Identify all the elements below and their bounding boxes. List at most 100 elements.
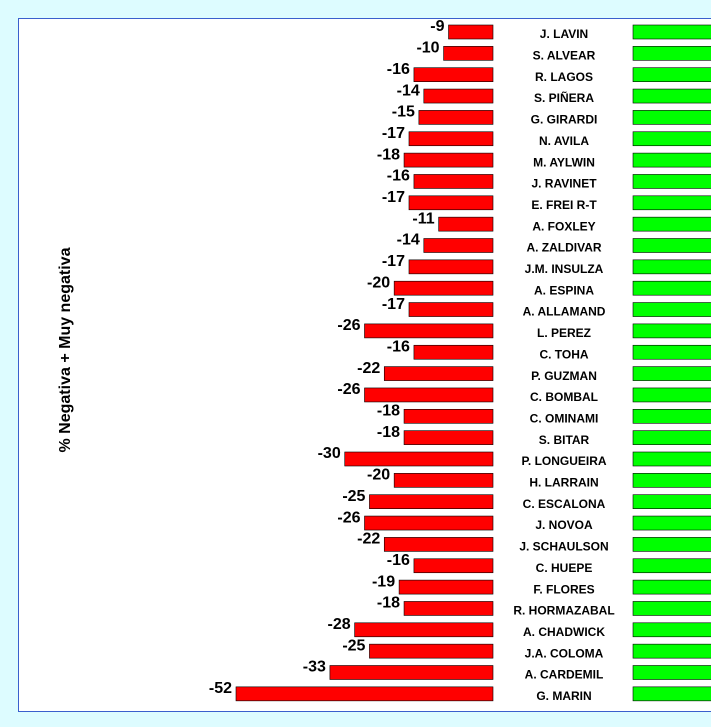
category-label: J. RAVINET bbox=[531, 177, 597, 191]
bar bbox=[418, 110, 494, 125]
positive-bar-cropped bbox=[632, 280, 711, 296]
positive-bar-cropped bbox=[632, 643, 711, 659]
bar bbox=[413, 174, 494, 189]
category-label: C. OMINAMI bbox=[530, 411, 599, 425]
value-label: -17 bbox=[382, 125, 405, 142]
category-label: P. LONGUEIRA bbox=[521, 454, 606, 468]
value-label: -28 bbox=[327, 616, 350, 633]
category-label: C. HUEPE bbox=[536, 561, 593, 575]
positive-bar-cropped bbox=[632, 67, 711, 82]
positive-bar-cropped bbox=[632, 238, 711, 253]
bar bbox=[423, 238, 494, 253]
value-label: -16 bbox=[387, 168, 410, 185]
category-label: R. HORMAZABAL bbox=[513, 604, 614, 618]
value-label: -25 bbox=[342, 637, 365, 654]
category-label: G. MARIN bbox=[536, 689, 591, 703]
value-label: -18 bbox=[377, 595, 400, 612]
category-label: J. LAVIN bbox=[540, 27, 588, 41]
category-label: A. ZALDIVAR bbox=[526, 241, 601, 255]
positive-bar-cropped bbox=[632, 408, 711, 424]
y-axis-label: % Negativa + Muy negativa bbox=[57, 247, 74, 452]
positive-bar-cropped bbox=[632, 451, 711, 467]
bar bbox=[403, 152, 494, 168]
positive-bar-cropped bbox=[632, 344, 711, 360]
bar bbox=[235, 686, 494, 702]
category-label: J. NOVOA bbox=[535, 518, 593, 532]
bar bbox=[393, 473, 494, 488]
bar bbox=[403, 408, 494, 424]
category-label: C. ESCALONA bbox=[523, 497, 606, 511]
bar bbox=[443, 46, 494, 61]
bar bbox=[364, 323, 494, 339]
value-label: -25 bbox=[342, 488, 365, 505]
bar bbox=[408, 131, 494, 147]
value-label: -14 bbox=[397, 82, 420, 99]
positive-bar-cropped bbox=[632, 152, 711, 168]
bar bbox=[369, 643, 494, 659]
bar bbox=[369, 494, 494, 510]
value-label: -11 bbox=[412, 210, 434, 227]
positive-bar-cropped bbox=[632, 622, 711, 638]
value-label: -9 bbox=[430, 18, 444, 35]
positive-bar-cropped bbox=[632, 494, 711, 510]
positive-bar-cropped bbox=[632, 323, 711, 339]
plot-panel bbox=[18, 18, 711, 712]
positive-bar-cropped bbox=[632, 558, 711, 574]
value-label: -26 bbox=[337, 381, 360, 398]
value-label: -18 bbox=[377, 424, 400, 441]
value-label: -20 bbox=[367, 274, 390, 291]
positive-bar-cropped bbox=[632, 216, 711, 232]
bar bbox=[403, 601, 494, 616]
value-label: -22 bbox=[357, 360, 380, 377]
value-label: -18 bbox=[377, 146, 400, 163]
bar bbox=[408, 302, 494, 317]
positive-bar-cropped bbox=[632, 131, 711, 147]
positive-bar-cropped bbox=[632, 665, 711, 680]
category-label: S. PIÑERA bbox=[534, 90, 594, 105]
positive-bar-cropped bbox=[632, 302, 711, 317]
bar bbox=[364, 387, 494, 403]
positive-bar-cropped bbox=[632, 515, 711, 531]
value-label: -19 bbox=[372, 573, 395, 590]
bar bbox=[393, 280, 494, 296]
value-label: -26 bbox=[337, 509, 360, 526]
category-label: F. FLORES bbox=[533, 582, 594, 596]
category-label: R. LAGOS bbox=[535, 70, 593, 84]
category-label: S. BITAR bbox=[539, 433, 590, 447]
bar bbox=[413, 344, 494, 360]
bar bbox=[354, 622, 494, 638]
positive-bar-cropped bbox=[632, 430, 711, 445]
positive-bar-cropped bbox=[632, 387, 711, 403]
bar bbox=[438, 216, 494, 232]
value-label: -26 bbox=[337, 317, 360, 334]
category-label: J.M. INSULZA bbox=[525, 262, 604, 276]
category-label: L. PEREZ bbox=[537, 326, 591, 340]
value-label: -10 bbox=[416, 40, 439, 57]
value-label: -17 bbox=[382, 296, 405, 313]
value-label: -20 bbox=[367, 467, 390, 484]
category-label: P. GUZMAN bbox=[531, 369, 597, 383]
category-label: A. ESPINA bbox=[534, 283, 594, 297]
category-label: A. CHADWICK bbox=[523, 625, 605, 639]
bar bbox=[398, 579, 494, 595]
category-label: N. AVILA bbox=[539, 134, 589, 148]
bar bbox=[413, 67, 494, 82]
category-label: J.A. COLOMA bbox=[525, 646, 604, 660]
category-label: E. FREI R-T bbox=[531, 198, 597, 212]
bar bbox=[408, 195, 494, 211]
bar bbox=[403, 430, 494, 445]
value-label: -18 bbox=[377, 403, 400, 420]
positive-bar-cropped bbox=[632, 195, 711, 211]
bar bbox=[413, 558, 494, 574]
positive-bar-cropped bbox=[632, 174, 711, 189]
positive-bar-cropped bbox=[632, 366, 711, 381]
category-label: A. FOXLEY bbox=[532, 219, 595, 233]
value-label: -15 bbox=[392, 104, 415, 121]
positive-bar-cropped bbox=[632, 88, 711, 104]
value-label: -30 bbox=[318, 445, 341, 462]
category-label: C. BOMBAL bbox=[530, 390, 598, 404]
value-label: -16 bbox=[387, 552, 410, 569]
positive-bar-cropped bbox=[632, 473, 711, 488]
